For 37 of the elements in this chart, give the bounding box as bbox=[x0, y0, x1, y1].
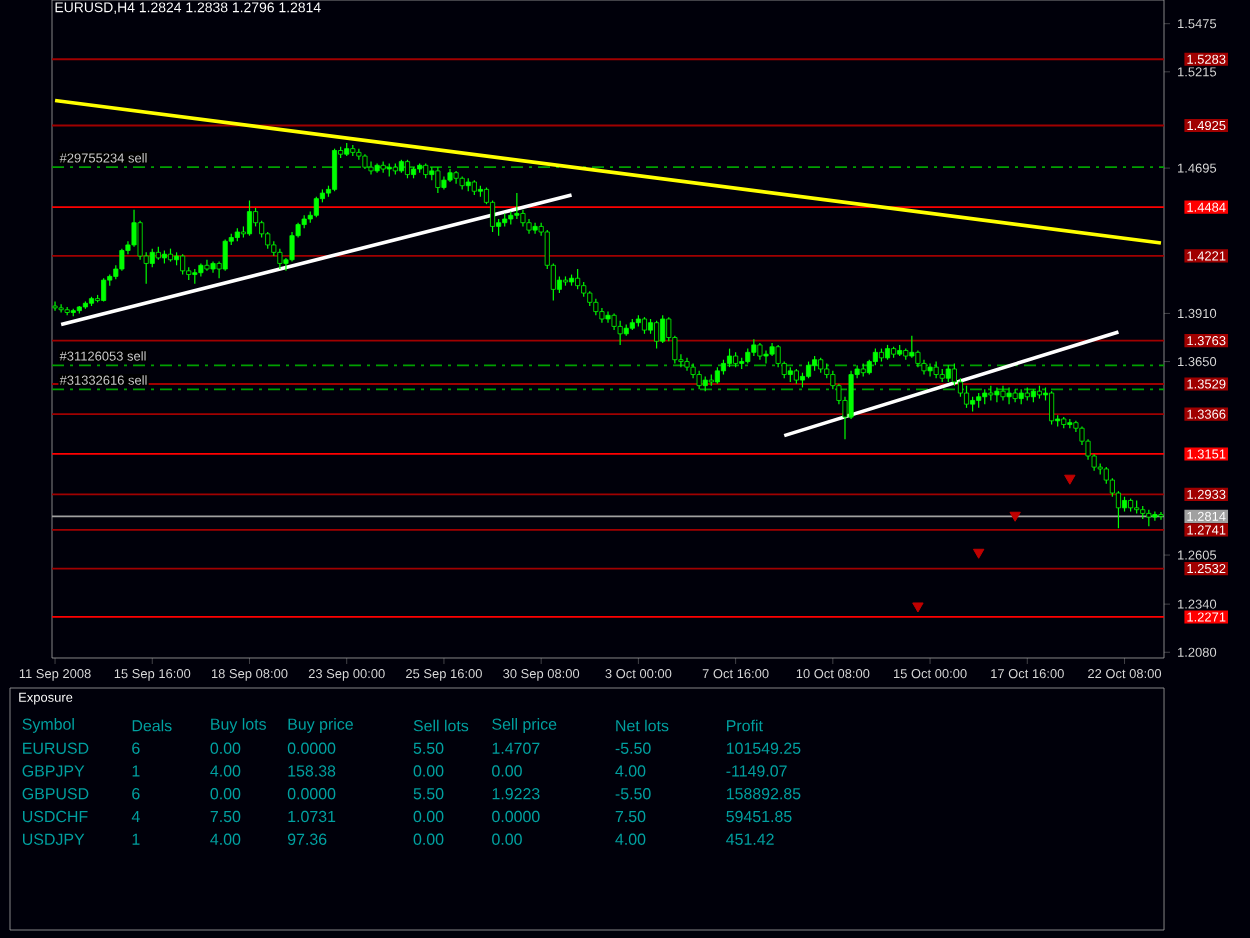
candlestick bbox=[58, 303, 64, 314]
candlestick bbox=[964, 385, 970, 409]
candlestick bbox=[1006, 386, 1012, 405]
candlestick bbox=[435, 166, 441, 194]
candlestick bbox=[575, 268, 581, 290]
candlestick bbox=[763, 349, 769, 365]
candlestick bbox=[356, 148, 362, 161]
candlestick bbox=[909, 335, 915, 359]
candlestick bbox=[222, 238, 228, 272]
candlestick bbox=[654, 320, 660, 350]
candlestick bbox=[927, 362, 933, 377]
candlestick bbox=[289, 231, 295, 263]
candlestick bbox=[514, 192, 520, 220]
candlestick bbox=[1049, 390, 1055, 426]
candlestick bbox=[404, 159, 411, 179]
candlestick bbox=[180, 253, 186, 276]
point bbox=[1009, 511, 1021, 522]
candlestick bbox=[532, 222, 538, 235]
candlestick bbox=[1158, 511, 1164, 521]
candlestick bbox=[1152, 510, 1158, 522]
candlestick bbox=[660, 314, 666, 344]
candlestick bbox=[727, 348, 733, 368]
candlestick bbox=[994, 386, 1000, 403]
candlestick bbox=[332, 148, 338, 192]
candlestick bbox=[277, 248, 283, 270]
candlestick bbox=[52, 300, 58, 312]
candlestick bbox=[313, 196, 319, 218]
candlestick bbox=[605, 310, 611, 324]
point bbox=[972, 548, 985, 559]
candlestick bbox=[696, 370, 702, 390]
candlestick bbox=[204, 259, 210, 272]
candlestick bbox=[368, 161, 374, 176]
point bbox=[912, 602, 924, 613]
candlestick bbox=[119, 248, 125, 272]
point bbox=[1064, 474, 1076, 485]
candlestick bbox=[617, 320, 623, 346]
candlestick bbox=[246, 199, 253, 237]
